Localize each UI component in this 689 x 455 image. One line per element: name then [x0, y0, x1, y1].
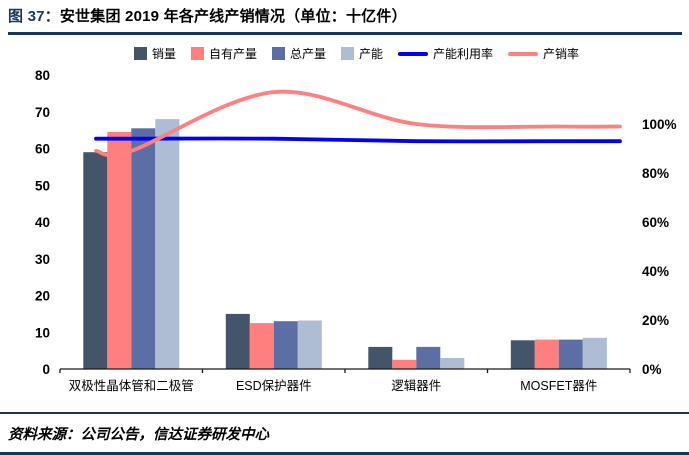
legend-bar-swatch [133, 47, 147, 60]
right-axis-tick-label: 20% [642, 313, 669, 328]
bar [416, 346, 441, 369]
legend-label: 自有产量 [208, 47, 257, 61]
bar [510, 340, 535, 369]
left-axis-tick-label: 30 [35, 252, 50, 267]
left-axis-tick-label: 0 [42, 362, 50, 377]
legend-item: 产能利用率 [398, 45, 493, 62]
left-axis-tick-label: 40 [35, 215, 50, 230]
right-axis-tick-label: 60% [642, 215, 669, 230]
right-axis-tick-label: 80% [642, 166, 669, 181]
source-note: 资料来源：公司公告，信达证券研发中心 [8, 427, 269, 443]
left-axis-tick-label: 80 [35, 68, 50, 83]
right-axis-tick-label: 100% [642, 117, 677, 132]
bar [225, 313, 250, 369]
legend-bar-swatch [341, 47, 354, 60]
bar [297, 320, 322, 369]
bar [440, 358, 465, 369]
bar [155, 119, 180, 369]
figure-footer: 资料来源：公司公告，信达证券研发中心 [0, 412, 689, 455]
category-label: 双极性晶体管和二极管 [69, 378, 194, 393]
legend-label: 产销率 [543, 47, 580, 61]
trend-line [94, 136, 622, 144]
bar [249, 323, 274, 369]
bar [392, 359, 417, 369]
legend-bar-swatch [190, 47, 204, 60]
bar [131, 128, 156, 369]
legend-label: 产能 [359, 47, 384, 61]
legend-bar-swatch [271, 47, 285, 60]
legend-item: 产销率 [508, 45, 579, 62]
legend-item: 产能 [341, 45, 383, 62]
figure-header: 图 37：安世集团 2019 年各产线产销情况（单位：十亿件） [8, 5, 682, 35]
category-label: MOSFET器件 [520, 379, 597, 393]
legend-label: 销量 [151, 47, 176, 61]
bar [582, 337, 607, 369]
bar [558, 339, 583, 369]
bar [534, 339, 559, 369]
category-label: 逻辑器件 [391, 379, 441, 393]
right-axis-tick-label: 40% [642, 264, 669, 279]
chart-svg: 0 10 20 30 40 50 60 70 80 0% 20% 40% 60% 80% 100% 双极性晶体… [35, 68, 677, 393]
category-label: ESD保护器件 [236, 379, 312, 393]
figure-title: 安世集团 2019 年各产线产销情况（单位：十亿件） [59, 8, 407, 25]
bar [368, 346, 393, 369]
trend-line [94, 89, 622, 158]
chart-legend: 销量 自有产量 总产量 产能 产能利用率 产销率 [48, 45, 665, 62]
bar [83, 152, 108, 369]
legend-line-swatch [398, 51, 429, 56]
left-axis-tick-label: 70 [35, 105, 50, 120]
left-axis-tick-label: 50 [35, 178, 50, 193]
legend-line-swatch [508, 51, 539, 56]
left-axis-tick-label: 20 [35, 289, 50, 304]
left-axis-tick-label: 10 [35, 325, 50, 340]
left-axis-tick-label: 60 [35, 142, 50, 157]
legend-item: 销量 [133, 45, 176, 62]
right-axis-tick-label: 0% [642, 362, 662, 377]
legend-label: 总产量 [289, 47, 326, 61]
legend-item: 自有产量 [190, 45, 257, 62]
bar [107, 132, 132, 369]
legend-label: 产能利用率 [433, 47, 494, 61]
figure-label: 图 37： [8, 8, 60, 25]
legend-item: 总产量 [271, 45, 326, 62]
bar [273, 321, 298, 369]
